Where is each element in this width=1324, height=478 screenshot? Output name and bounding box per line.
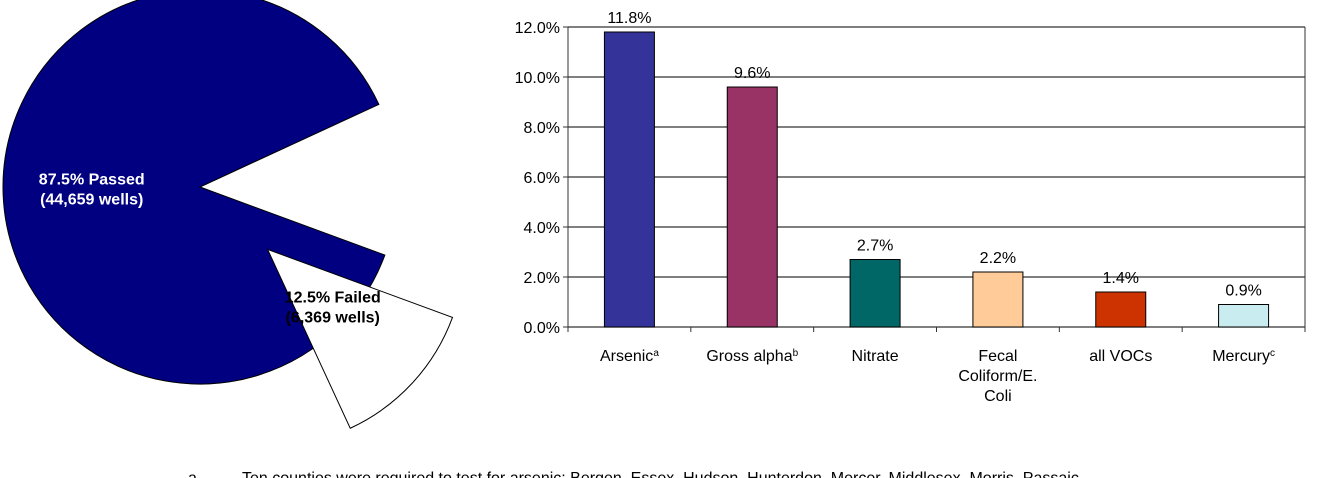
x-tick-label: Gross alphab (706, 348, 798, 366)
value-label: 0.9% (1225, 283, 1261, 300)
footnote-mark: a (188, 470, 197, 478)
y-tick-label: 0.0% (524, 320, 560, 337)
bar (726, 86, 778, 328)
x-tick-label-line: Nitrate (852, 348, 899, 365)
y-tick-label: 10.0% (515, 70, 560, 87)
slice-sublabel: (44,659 wells) (40, 191, 143, 208)
value-label: 2.2% (980, 250, 1016, 267)
y-tick-label: 4.0% (524, 220, 560, 237)
x-tick-label-line: Gross alpha (706, 348, 792, 365)
bar (1095, 291, 1147, 328)
y-tick-label: 2.0% (524, 270, 560, 287)
x-tick-label-line: all VOCs (1089, 348, 1152, 365)
slice-sublabel: (6,369 wells) (286, 310, 380, 327)
x-tick-label: Mercuryc (1212, 348, 1275, 366)
pie-slice (266, 248, 454, 429)
y-tick-label: 8.0% (524, 120, 560, 137)
value-label: 2.7% (857, 238, 893, 255)
y-tick-label: 6.0% (524, 170, 560, 187)
x-tick-label-line: Fecal (978, 348, 1017, 365)
value-label: 11.8% (607, 10, 651, 27)
value-label: 1.4% (1103, 270, 1139, 287)
value-label: 9.6% (734, 65, 770, 82)
x-tick-label-line: Coli (984, 388, 1012, 405)
category-note: c (1270, 348, 1275, 359)
category-note: a (653, 348, 659, 359)
x-tick-label: Nitrate (852, 348, 899, 365)
y-tick-label: 12.0% (515, 20, 560, 37)
x-tick-label: Fecal Coliform/E. Coli (958, 348, 1037, 405)
x-tick-label-line: Arsenic (600, 348, 653, 365)
slice-label: 87.5% Passed (39, 171, 145, 188)
x-tick-label-line: Mercury (1212, 348, 1270, 365)
slice-label: 12.5% Failed (285, 290, 381, 307)
x-tick-label: all VOCs (1089, 348, 1152, 365)
bar (1218, 304, 1270, 328)
x-tick-label-line: Coliform/E. (958, 368, 1037, 385)
category-note: b (793, 348, 799, 359)
bar (849, 259, 901, 328)
footnote-text: Ten counties were required to test for a… (242, 470, 1083, 478)
bar (972, 271, 1024, 328)
x-tick-label: Arsenica (600, 348, 659, 366)
bar (603, 31, 655, 328)
